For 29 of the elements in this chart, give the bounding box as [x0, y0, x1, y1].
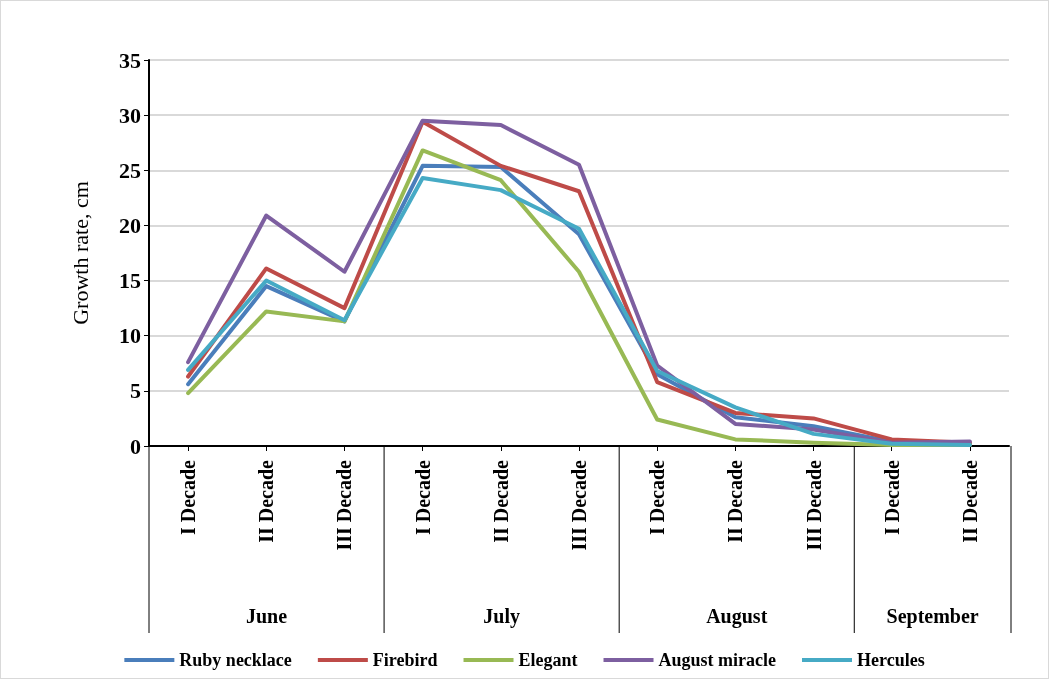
x-tick-label: I Decade — [880, 459, 903, 535]
x-tick-label: II Decade — [958, 459, 981, 543]
x-tick-label: I Decade — [411, 459, 434, 535]
y-tick-label: 30 — [119, 102, 141, 128]
y-axis-title: Growth rate, cm — [67, 181, 93, 325]
y-tick-label: 20 — [119, 212, 141, 238]
text: June — [245, 605, 288, 627]
y-tick-label: 5 — [130, 378, 141, 404]
legend-label: Hercules — [857, 650, 925, 670]
x-tick-label: II Decade — [255, 459, 278, 543]
x-tick-label: III Decade — [802, 459, 825, 551]
y-tick-label: 35 — [119, 47, 141, 73]
legend-label: Elegant — [518, 650, 578, 670]
x-tick-label: I Decade — [177, 459, 200, 535]
legend-label: August miracle — [658, 650, 777, 670]
text: July — [483, 605, 520, 628]
y-tick-label: 10 — [119, 323, 141, 349]
text: September — [886, 605, 979, 628]
x-tick-label: III Decade — [568, 459, 590, 551]
y-tick-label: 25 — [119, 157, 141, 183]
x-tick-label: II Decade — [724, 459, 747, 543]
y-tick-label: 0 — [130, 433, 141, 459]
y-tick-label: 15 — [119, 268, 141, 294]
legend-label: Ruby necklace — [179, 650, 292, 670]
x-tick-label: II Decade — [489, 459, 512, 543]
legend-label: Firebird — [372, 650, 438, 670]
text: August — [706, 605, 768, 628]
x-tick-label: I Decade — [646, 459, 669, 535]
x-tick-label: III Decade — [333, 459, 356, 551]
